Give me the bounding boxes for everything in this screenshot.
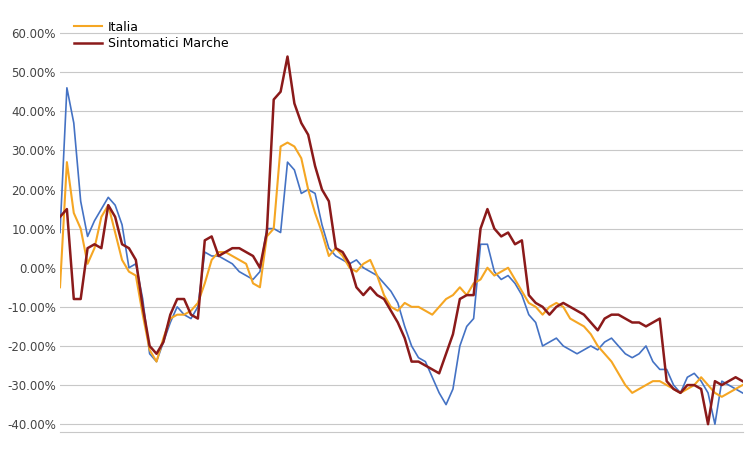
Italia (283, 140, 292, 145)
Italia (690, 382, 699, 388)
Sintomatici Marche (187, 312, 196, 317)
Legend: Italia, Sintomatici Marche: Italia, Sintomatici Marche (73, 20, 230, 51)
Italia (738, 382, 747, 388)
Line: Italia: Italia (60, 143, 742, 397)
Sintomatici Marche (704, 422, 712, 427)
Italia (717, 394, 726, 400)
Sintomatici Marche (738, 378, 747, 384)
Italia (470, 281, 478, 286)
Sintomatici Marche (414, 359, 423, 364)
Sintomatici Marche (283, 54, 292, 59)
Italia (56, 284, 64, 290)
Italia (414, 304, 423, 310)
Italia (187, 308, 196, 314)
Sintomatici Marche (214, 253, 223, 259)
Sintomatici Marche (470, 292, 478, 298)
Sintomatici Marche (717, 382, 726, 388)
Sintomatici Marche (56, 214, 64, 220)
Italia (214, 249, 223, 255)
Italia (710, 390, 719, 396)
Sintomatici Marche (690, 382, 699, 388)
Line: Sintomatici Marche: Sintomatici Marche (60, 57, 742, 424)
